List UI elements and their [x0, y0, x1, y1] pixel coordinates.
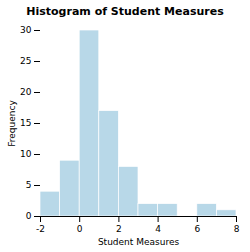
svg-text:5: 5 — [26, 180, 32, 190]
svg-text:0: 0 — [77, 224, 83, 234]
svg-text:-2: -2 — [36, 224, 45, 234]
svg-text:20: 20 — [20, 87, 32, 97]
svg-text:10: 10 — [20, 149, 32, 159]
svg-text:0: 0 — [26, 211, 32, 221]
svg-text:6: 6 — [194, 224, 200, 234]
svg-text:2: 2 — [116, 224, 122, 234]
svg-text:8: 8 — [234, 224, 240, 234]
svg-text:Frequency: Frequency — [7, 100, 17, 147]
svg-text:15: 15 — [20, 118, 31, 128]
html-text:Histogram of Student Measures: Histogram of Student Measures — [26, 5, 224, 18]
svg-text:4: 4 — [155, 224, 161, 234]
svg-text:Student Measures: Student Measures — [98, 237, 180, 247]
svg-text:25: 25 — [20, 56, 31, 66]
svg-text:30: 30 — [20, 25, 32, 35]
